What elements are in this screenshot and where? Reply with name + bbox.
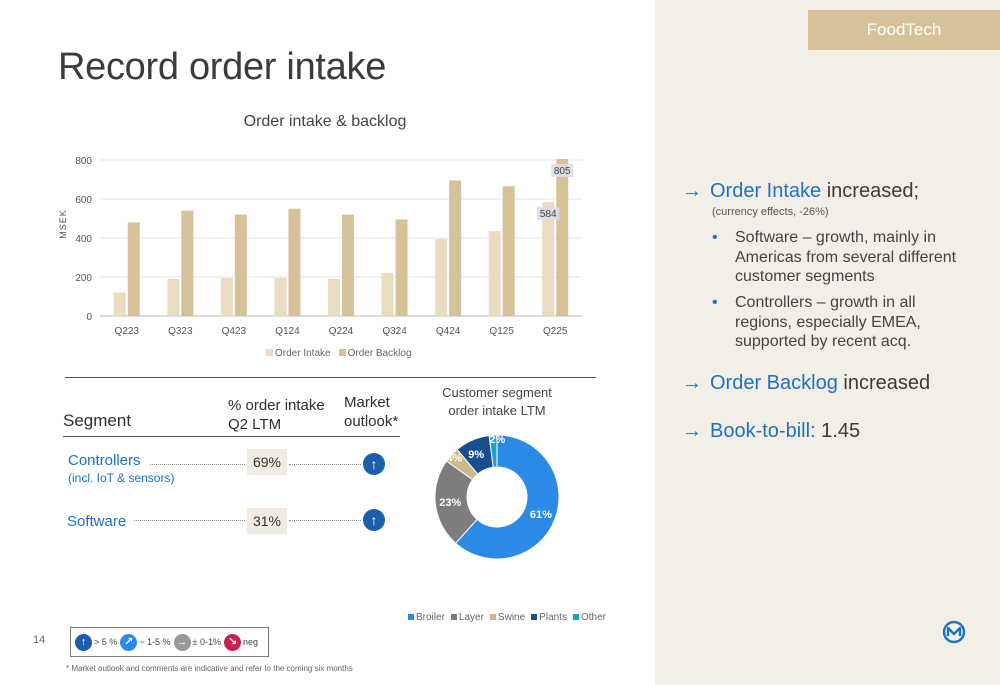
- currency-note: (currency effects, -26%): [712, 206, 829, 218]
- brand-tag: FoodTech: [808, 10, 1000, 50]
- legend-order-intake: Order Intake: [266, 348, 331, 359]
- donut-chart-title: Customer segment order intake LTM: [442, 385, 552, 418]
- bar-order-intake: [435, 238, 448, 316]
- x-tick-label: Q324: [382, 326, 407, 337]
- arrow-down-right-icon: ↘: [224, 633, 241, 651]
- bar-order-backlog: [502, 186, 515, 316]
- bar-order-backlog: [556, 159, 569, 316]
- legend-other: Other: [572, 612, 606, 623]
- outlook-header: Market outlook*: [344, 394, 399, 430]
- leader-line: [289, 464, 361, 465]
- arrow-right-icon: →: [173, 633, 191, 651]
- donut-label: 2%: [489, 434, 505, 446]
- y-tick-label: 0: [86, 312, 92, 323]
- key-item: ↗ ~ 1-5 %: [120, 633, 171, 651]
- segment-controllers-sub: (incl. IoT & sensors): [68, 471, 175, 485]
- leader-line: [150, 464, 245, 465]
- donut-label: 9%: [468, 449, 484, 461]
- outlook-key: ↑ > 5 % ↗ ~ 1-5 % → ± 0-1% ↘ neg: [70, 627, 269, 657]
- x-tick-label: Q225: [543, 326, 568, 337]
- data-label-bg: [537, 207, 560, 221]
- segment-software-pct: 31%: [247, 508, 287, 534]
- bullet-controllers: • Controllers – growth in all regions, es…: [712, 294, 921, 350]
- footnote: * Market outlook and comments are indica…: [66, 664, 353, 673]
- leader-line: [289, 520, 361, 521]
- segment-controllers-name: Controllers: [68, 452, 141, 469]
- outlook-up-icon: ↑: [363, 453, 385, 475]
- segment-controllers-pct: 69%: [247, 449, 287, 475]
- bar-order-backlog: [127, 222, 140, 316]
- key-item: → ± 0-1%: [173, 633, 221, 651]
- highlight-order-intake: → Order Intake increased;: [682, 180, 920, 202]
- bar-order-backlog: [395, 219, 408, 316]
- data-label: 805: [554, 166, 571, 177]
- key-item: ↑ > 5 %: [75, 633, 117, 651]
- y-tick-label: 800: [75, 156, 92, 167]
- highlight-order-backlog: → Order Backlog increased: [682, 372, 931, 394]
- bar-order-intake: [220, 277, 233, 316]
- bar-order-backlog: [181, 210, 194, 316]
- x-tick-label: Q124: [275, 326, 300, 337]
- y-tick-label: 200: [75, 273, 92, 284]
- segment-header: Segment: [63, 411, 132, 430]
- donut-label: 23%: [439, 497, 461, 509]
- data-label-bg: [551, 164, 574, 178]
- bar-order-backlog: [288, 208, 301, 316]
- bar-order-intake: [488, 231, 501, 316]
- key-item: ↘ neg: [224, 633, 258, 651]
- legend-swine: Swine: [489, 612, 525, 623]
- arrow-right-icon: →: [682, 180, 702, 202]
- legend-order-backlog: Order Backlog: [338, 348, 412, 359]
- donut-slice-other: [488, 434, 498, 468]
- x-tick-label: Q224: [329, 326, 354, 337]
- pct-header: % order intake Q2 LTM: [228, 397, 325, 433]
- bar-order-backlog: [342, 214, 354, 316]
- bar-order-intake: [274, 277, 287, 316]
- donut-label: 61%: [530, 509, 552, 521]
- y-axis-label: MSEK: [58, 209, 68, 239]
- page-number: 14: [33, 634, 46, 646]
- arrow-up-icon: ↑: [75, 633, 92, 651]
- y-tick-label: 400: [75, 234, 92, 245]
- arrow-right-icon: →: [682, 372, 702, 394]
- bar-order-intake: [381, 273, 394, 316]
- bullet-software: • Software – growth, mainly in Americas f…: [712, 229, 957, 285]
- legend-plants: Plants: [531, 612, 567, 623]
- bar-order-backlog: [234, 214, 247, 316]
- data-label: 584: [540, 209, 557, 220]
- bar-order-intake: [328, 278, 340, 316]
- right-panel: [655, 0, 1000, 685]
- bar-order-intake: [167, 278, 180, 316]
- bar-order-intake: [542, 202, 555, 316]
- donut-label: 4%: [446, 453, 462, 465]
- arrow-up-right-icon: ↗: [120, 633, 138, 651]
- donut-slice-broiler: [454, 434, 560, 560]
- leader-line: [134, 520, 245, 521]
- legend-broiler: Broiler: [408, 612, 445, 623]
- legend-layer: Layer: [450, 612, 484, 623]
- outlook-up-icon: ↑: [363, 509, 385, 531]
- y-tick-label: 600: [75, 195, 92, 206]
- bar-chart-title: Order intake & backlog: [243, 113, 407, 130]
- table-header-line: [63, 436, 400, 437]
- bar-order-backlog: [449, 180, 462, 316]
- bar-chart-legend: Order Intake Order Backlog: [266, 348, 412, 359]
- page-title: Record order intake: [58, 46, 387, 88]
- x-tick-label: Q323: [168, 326, 193, 337]
- segment-software-name: Software: [67, 513, 127, 530]
- x-tick-label: Q223: [115, 326, 140, 337]
- company-logo-icon: [942, 620, 966, 644]
- section-divider: [65, 377, 596, 378]
- bar-order-intake: [113, 292, 126, 316]
- x-tick-label: Q424: [436, 326, 461, 337]
- donut-legend: Broiler Layer Swine Plants Other: [408, 612, 606, 623]
- arrow-right-icon: →: [682, 420, 702, 442]
- x-tick-label: Q423: [222, 326, 247, 337]
- x-tick-label: Q125: [489, 326, 514, 337]
- highlight-book-to-bill: → Book-to-bill: 1.45: [682, 420, 861, 442]
